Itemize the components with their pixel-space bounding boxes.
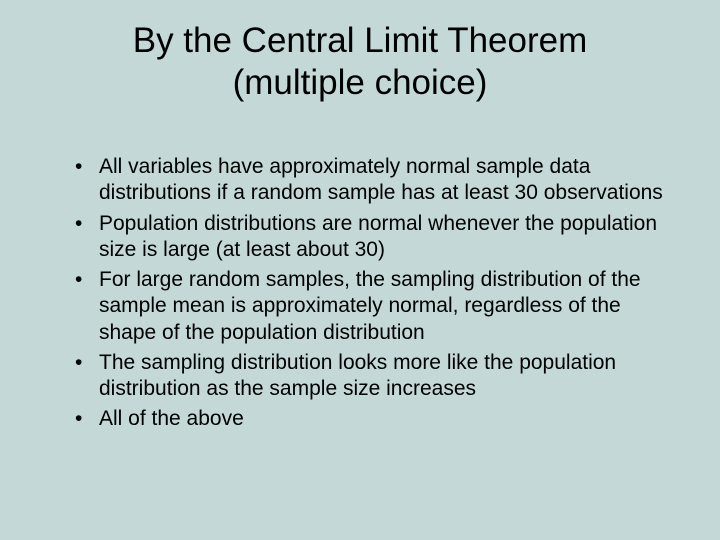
title-line-2: (multiple choice) <box>80 62 640 104</box>
list-item: The sampling distribution looks more lik… <box>75 350 670 403</box>
list-item: All of the above <box>75 406 670 432</box>
title-line-1: By the Central Limit Theorem <box>80 20 640 62</box>
list-item: All variables have approximately normal … <box>75 154 670 207</box>
bullet-list: All variables have approximately normal … <box>50 154 670 433</box>
list-item: For large random samples, the sampling d… <box>75 267 670 346</box>
list-item: Population distributions are normal when… <box>75 211 670 264</box>
slide-title: By the Central Limit Theorem (multiple c… <box>50 20 670 104</box>
